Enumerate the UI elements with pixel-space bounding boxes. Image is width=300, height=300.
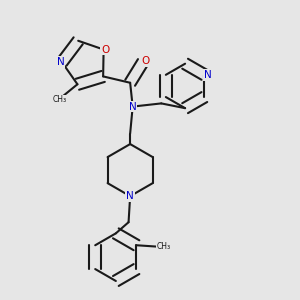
Text: N: N <box>129 102 136 112</box>
Text: CH₃: CH₃ <box>156 242 170 251</box>
Text: N: N <box>204 70 212 80</box>
Text: N: N <box>56 57 64 67</box>
Text: CH₃: CH₃ <box>52 95 66 104</box>
Text: O: O <box>101 44 109 55</box>
Text: O: O <box>141 56 149 67</box>
Text: N: N <box>126 191 134 201</box>
